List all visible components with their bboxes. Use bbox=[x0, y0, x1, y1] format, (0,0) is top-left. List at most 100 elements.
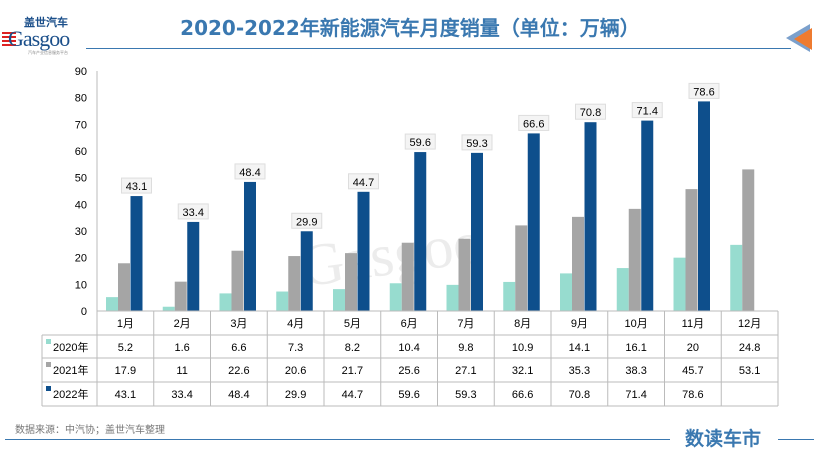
bar-2020年-5月 bbox=[333, 289, 345, 311]
table-cell: 14.1 bbox=[569, 342, 590, 354]
bar-2020年-10月 bbox=[616, 268, 629, 311]
data-label: 43.1 bbox=[126, 181, 147, 193]
bar-2021年-5月 bbox=[345, 253, 357, 311]
bar-2020年-7月 bbox=[446, 284, 459, 311]
table-cell: 10.4 bbox=[398, 342, 419, 354]
table-cell: 59.3 bbox=[455, 389, 476, 401]
x-tick-label: 11月 bbox=[682, 318, 704, 330]
logo-sub: 汽车产业信息服务平台 bbox=[28, 50, 68, 55]
x-tick-label: 8月 bbox=[514, 318, 531, 330]
table-cell: 27.1 bbox=[455, 365, 476, 377]
data-label-box bbox=[518, 114, 550, 131]
table-cell: 33.4 bbox=[171, 389, 192, 401]
y-tick-label: 60 bbox=[75, 146, 87, 158]
x-tick-label: 7月 bbox=[457, 318, 474, 330]
data-label: 70.8 bbox=[580, 107, 601, 119]
table-cell: 38.3 bbox=[625, 365, 646, 377]
table-cell: 5.2 bbox=[118, 342, 133, 354]
bar-2021年-11月 bbox=[685, 189, 698, 311]
x-tick-label: 10月 bbox=[625, 318, 648, 330]
data-label: 44.7 bbox=[353, 177, 374, 189]
logo-en: Gasgoo bbox=[8, 26, 70, 51]
legend-swatch-2021年 bbox=[46, 362, 51, 367]
table-cell: 32.1 bbox=[512, 365, 533, 377]
bar-2021年-3月 bbox=[231, 250, 244, 311]
x-tick-label: 12月 bbox=[738, 318, 761, 330]
bar-2021年-9月 bbox=[572, 216, 584, 311]
table-cell: 59.6 bbox=[398, 389, 419, 401]
table-cell: 29.9 bbox=[285, 389, 306, 401]
table-cell: 66.6 bbox=[512, 389, 533, 401]
table-cell: 35.3 bbox=[569, 365, 590, 377]
y-tick-label: 70 bbox=[75, 119, 87, 131]
bar-2020年-4月 bbox=[276, 291, 289, 311]
data-label: 29.9 bbox=[296, 216, 317, 228]
data-label: 66.6 bbox=[523, 118, 544, 130]
table-cell: 20.6 bbox=[285, 365, 306, 377]
x-tick-label: 3月 bbox=[230, 318, 247, 330]
bar-2020年-2月 bbox=[162, 306, 175, 311]
table-cell: 20 bbox=[687, 342, 699, 354]
table-cell: 7.3 bbox=[288, 342, 303, 354]
bar-2020年-12月 bbox=[730, 244, 743, 311]
bar-2021年-12月 bbox=[742, 169, 755, 311]
x-tick-label: 5月 bbox=[344, 318, 361, 330]
bar-2022年-6月 bbox=[414, 152, 427, 311]
data-label: 78.6 bbox=[693, 86, 714, 98]
data-label-box bbox=[291, 212, 323, 229]
x-tick-label: 9月 bbox=[571, 318, 588, 330]
legend-swatch-2020年 bbox=[46, 339, 51, 344]
data-label-box bbox=[121, 177, 152, 194]
data-source: 数据来源：中汽协；盖世汽车整理 bbox=[15, 425, 165, 436]
bar-2022年-2月 bbox=[187, 221, 200, 311]
x-tick-label: 6月 bbox=[401, 318, 418, 330]
divider bbox=[86, 48, 791, 49]
bar-2021年-4月 bbox=[288, 256, 301, 311]
legend-swatch-2022年 bbox=[46, 386, 51, 391]
table-cell: 22.6 bbox=[228, 365, 249, 377]
bar-2022年-9月 bbox=[584, 122, 597, 311]
divider bbox=[778, 439, 814, 440]
brand-label: 数读车市 bbox=[685, 429, 762, 450]
table-cell: 44.7 bbox=[342, 389, 363, 401]
table-cell: 24.8 bbox=[739, 342, 760, 354]
legend-label: 2022年 bbox=[53, 387, 88, 401]
data-label-box bbox=[404, 133, 436, 150]
data-label: 33.4 bbox=[183, 207, 204, 219]
table-cell: 70.8 bbox=[569, 389, 590, 401]
table-cell: 10.9 bbox=[512, 342, 533, 354]
x-tick-label: 4月 bbox=[287, 318, 304, 330]
bar-2022年-5月 bbox=[357, 191, 370, 311]
data-label-box bbox=[688, 82, 720, 99]
bar-2022年-10月 bbox=[641, 120, 654, 311]
table-cell: 8.2 bbox=[345, 342, 360, 354]
table-cell: 16.1 bbox=[625, 342, 646, 354]
bar-2022年-11月 bbox=[698, 101, 710, 312]
table-cell: 78.6 bbox=[682, 389, 703, 401]
bar-2020年-6月 bbox=[389, 283, 402, 311]
table-cell: 53.1 bbox=[739, 365, 760, 377]
bar-2021年-10月 bbox=[628, 208, 641, 311]
bar-2021年-2月 bbox=[174, 281, 187, 311]
bar-2022年-8月 bbox=[527, 133, 540, 311]
table-cell: 21.7 bbox=[342, 365, 363, 377]
table-cell: 25.6 bbox=[398, 365, 419, 377]
bar-2022年-7月 bbox=[471, 152, 483, 311]
y-tick-label: 80 bbox=[75, 93, 87, 105]
table-cell: 43.1 bbox=[115, 389, 136, 401]
data-label: 59.3 bbox=[466, 138, 487, 150]
bar-2021年-6月 bbox=[401, 242, 414, 311]
chart-title: 2020-2022年新能源汽车月度销量（单位：万辆） bbox=[180, 16, 640, 40]
bar-2022年-1月 bbox=[130, 196, 143, 311]
bar-2020年-9月 bbox=[560, 273, 572, 311]
data-label-box bbox=[177, 203, 209, 220]
data-label: 71.4 bbox=[637, 106, 658, 118]
bar-2022年-3月 bbox=[244, 181, 256, 311]
legend-label: 2020年 bbox=[53, 340, 88, 354]
y-tick-label: 40 bbox=[75, 199, 87, 211]
table-cell: 71.4 bbox=[625, 389, 646, 401]
gasgoo-logo: 盖世汽车 Gasgoo 汽车产业信息服务平台 bbox=[2, 14, 92, 55]
y-tick-label: 10 bbox=[75, 279, 87, 291]
legend-label: 2021年 bbox=[53, 363, 88, 377]
